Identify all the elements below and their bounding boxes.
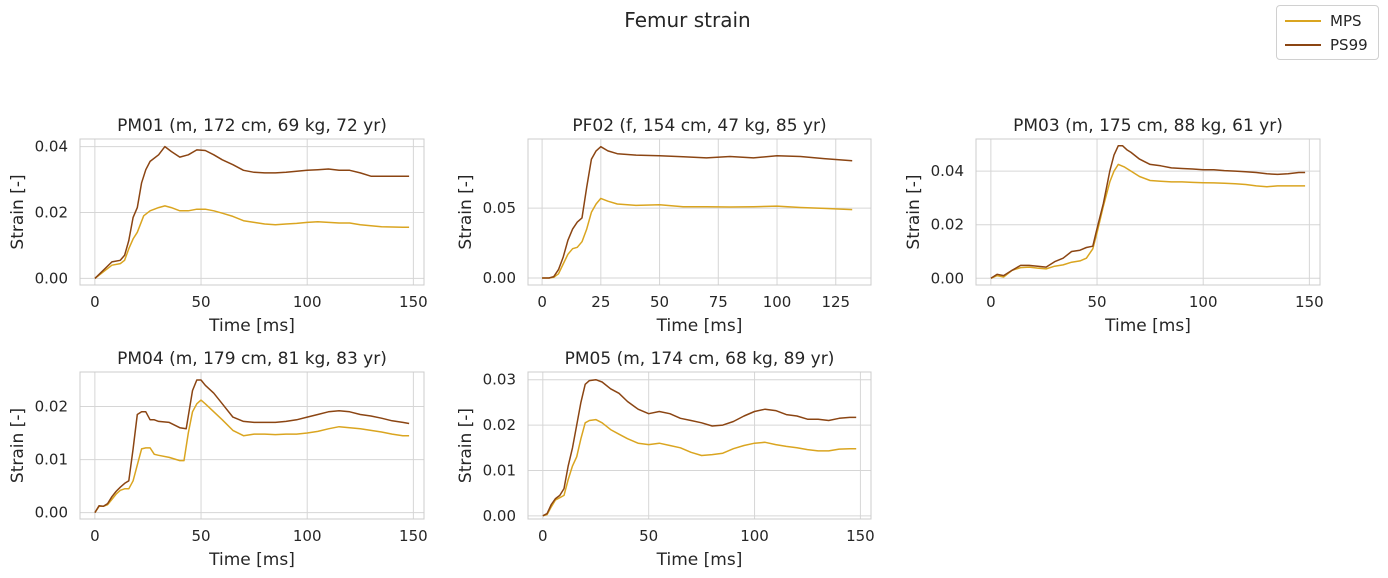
- x-tick-label: 0: [537, 293, 547, 311]
- x-tick-label: 50: [1087, 293, 1106, 311]
- series-line-mps: [542, 418, 857, 517]
- axes-frame: [975, 138, 1321, 286]
- y-axis-label: Strain [-]: [8, 174, 28, 249]
- figure-legend: MPS PS99: [1276, 5, 1379, 60]
- y-tick-label: 0.02: [35, 203, 68, 221]
- series-line-mps: [990, 163, 1306, 279]
- y-tick-label: 0.04: [35, 138, 68, 156]
- x-tick-label: 0: [538, 527, 548, 545]
- x-tick-label: 50: [639, 527, 658, 545]
- subplot-title: PM05 (m, 174 cm, 68 kg, 89 yr): [565, 349, 835, 369]
- y-tick-label: 0.02: [35, 397, 68, 415]
- x-tick-label: 100: [293, 527, 322, 545]
- y-tick-label: 0.01: [35, 451, 68, 469]
- legend-label-ps99: PS99: [1330, 36, 1368, 54]
- axes-frame: [79, 371, 425, 520]
- legend-swatch-mps: [1285, 20, 1321, 22]
- x-tick-label: 50: [191, 527, 210, 545]
- y-tick-label: 0.00: [931, 269, 964, 287]
- subplot-title: PM01 (m, 172 cm, 69 kg, 72 yr): [117, 116, 387, 136]
- x-tick-label: 100: [740, 527, 769, 545]
- subplot-2: 0 25 50 75 100 125 0.00 0.05 PF02 (f, 154 cm, 47…: [456, 116, 872, 336]
- series-line-ps99: [542, 145, 853, 279]
- series-line-ps99: [94, 145, 410, 279]
- x-tick-label: 150: [846, 527, 875, 545]
- y-axis-label: Strain [-]: [456, 408, 476, 483]
- axes-frame: [527, 371, 872, 520]
- x-axis-label: Time [ms]: [656, 316, 743, 336]
- x-tick-label: 150: [399, 293, 428, 311]
- y-axis-label: Strain [-]: [904, 174, 924, 249]
- x-tick-label: 50: [191, 293, 210, 311]
- x-axis-label: Time [ms]: [208, 316, 295, 336]
- legend-item-ps99: PS99: [1285, 34, 1368, 56]
- y-tick-label: 0.02: [931, 216, 964, 234]
- series-line-mps: [94, 205, 410, 279]
- x-tick-label: 0: [90, 293, 100, 311]
- y-tick-label: 0.00: [483, 269, 516, 287]
- y-tick-label: 0.04: [931, 162, 964, 180]
- subplot-1: 0 50 100 150 0.00 0.02 0.04 PM01 (m, 172 cm, 69…: [8, 116, 428, 336]
- x-tick-label: 150: [399, 527, 428, 545]
- subplot-title: PM03 (m, 175 cm, 88 kg, 61 yr): [1013, 116, 1283, 136]
- x-axis-label: Time [ms]: [208, 550, 295, 570]
- x-tick-label: 150: [1295, 293, 1324, 311]
- subplot-4: 0 50 100 150 0.00 0.01 0.02 PM04 (m, 179 cm, 81…: [8, 349, 428, 570]
- x-tick-label: 25: [591, 293, 610, 311]
- x-tick-label: 0: [986, 293, 996, 311]
- y-tick-label: 0.02: [483, 416, 516, 434]
- x-tick-label: 125: [821, 293, 850, 311]
- subplot-3: 0 50 100 150 0.00 0.02 0.04 PM03 (m, 175 cm, 88…: [904, 116, 1324, 336]
- series-line-mps: [542, 197, 853, 279]
- x-tick-label: 100: [293, 293, 322, 311]
- x-tick-label: 100: [763, 293, 792, 311]
- y-tick-label: 0.03: [483, 371, 516, 389]
- x-tick-label: 50: [650, 293, 669, 311]
- series-line-mps: [94, 399, 410, 514]
- x-tick-label: 100: [1189, 293, 1218, 311]
- y-axis-label: Strain [-]: [456, 174, 476, 249]
- y-tick-label: 0.01: [483, 461, 516, 479]
- figure-title: Femur strain: [624, 8, 751, 32]
- subplot-title: PF02 (f, 154 cm, 47 kg, 85 yr): [572, 116, 826, 136]
- y-axis-label: Strain [-]: [8, 408, 28, 483]
- subplot-5: 0 50 100 150 0.00 0.01 0.02 0.03 PM05 (m, 174 cm…: [456, 349, 875, 570]
- legend-item-mps: MPS: [1285, 10, 1362, 32]
- series-line-ps99: [94, 379, 410, 513]
- y-tick-label: 0.00: [35, 504, 68, 522]
- axes-frame: [79, 138, 425, 286]
- x-axis-label: Time [ms]: [656, 550, 743, 570]
- legend-swatch-ps99: [1285, 44, 1321, 46]
- x-axis-label: Time [ms]: [1104, 316, 1191, 336]
- y-tick-label: 0.05: [483, 199, 516, 217]
- series-line-ps99: [542, 378, 857, 517]
- y-tick-label: 0.00: [483, 507, 516, 525]
- series-line-ps99: [990, 144, 1306, 279]
- axes-frame: [527, 138, 872, 286]
- x-tick-label: 75: [709, 293, 728, 311]
- legend-label-mps: MPS: [1330, 12, 1362, 30]
- x-tick-label: 0: [90, 527, 100, 545]
- subplot-title: PM04 (m, 179 cm, 81 kg, 83 yr): [117, 349, 387, 369]
- y-tick-label: 0.00: [35, 269, 68, 287]
